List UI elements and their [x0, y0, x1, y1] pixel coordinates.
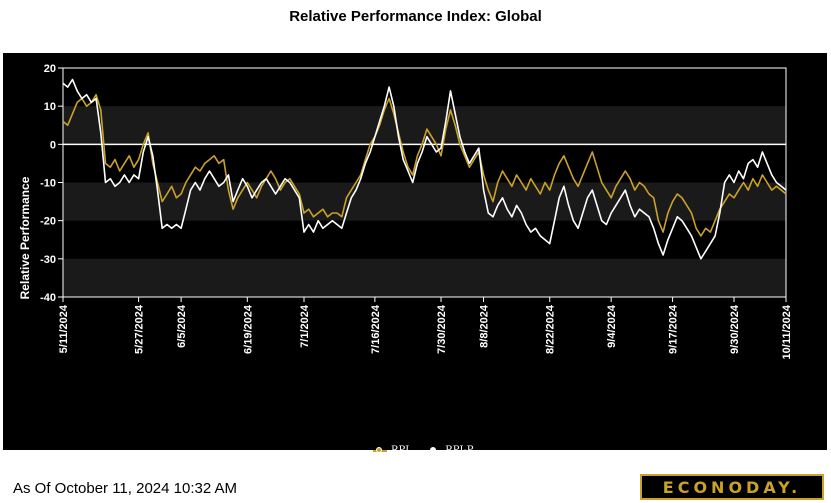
y-tick-label: -30	[40, 254, 56, 266]
y-tick-label: 20	[44, 63, 56, 75]
series-line-rpi-p	[62, 78, 787, 260]
x-tick-label: 6/19/2024	[242, 304, 254, 354]
y-tick-label: -20	[40, 216, 56, 228]
chart-title: Relative Performance Index: Global	[289, 8, 542, 25]
x-tick-label: 8/8/2024	[479, 304, 491, 348]
x-tick-label: 7/30/2024	[436, 304, 448, 354]
legend-item-rpi-p[interactable]: RPI-P	[427, 445, 474, 456]
x-tick-label: 10/11/2024	[781, 304, 793, 359]
series-line-rpi	[62, 93, 787, 237]
x-axis-ticks: 5/11/2024 5/27/2024 6/5/2024 6/19/2024 7/1/2…	[58, 297, 793, 359]
legend-swatch-rpi	[373, 446, 387, 456]
legend-label-rpi-p: RPI-P	[445, 445, 474, 456]
x-tick-label: 7/1/2024	[299, 304, 311, 348]
legend-swatch-rpi-p	[427, 446, 442, 456]
line-chart: 20 10 0 -10 -20 -30 -40 5/11/2024 5/27/2024 6/5/…	[18, 63, 793, 359]
chart-legend: RPI RPI-P	[373, 445, 474, 456]
x-tick-label: 9/17/2024	[668, 304, 680, 354]
x-tick-label: 6/5/2024	[176, 304, 188, 348]
grid-band	[63, 258, 786, 297]
y-axis-label: Relative Performance	[18, 176, 32, 299]
legend-label-rpi: RPI	[391, 445, 410, 456]
chart-panel: 20 10 0 -10 -20 -30 -40 5/11/2024 5/27/2024 6/5/…	[3, 53, 827, 500]
econoday-logo[interactable]: ECONODAY.	[640, 474, 824, 500]
as-of-timestamp: As Of October 11, 2024 10:32 AM	[13, 480, 238, 497]
x-tick-label: 5/27/2024	[134, 304, 146, 354]
x-tick-label: 9/30/2024	[729, 304, 741, 354]
x-tick-label: 9/4/2024	[606, 304, 618, 348]
y-tick-label: -40	[40, 292, 56, 304]
x-tick-label: 7/16/2024	[370, 304, 382, 354]
y-tick-label: 10	[44, 101, 56, 113]
y-tick-label: -10	[40, 178, 56, 190]
legend-item-rpi[interactable]: RPI	[373, 445, 409, 456]
series-lines	[62, 78, 787, 260]
logo-text: ECONODAY.	[662, 477, 802, 497]
y-tick-label: 0	[50, 139, 56, 151]
x-tick-label: 8/22/2024	[545, 304, 557, 354]
y-axis-ticks: 20 10 0 -10 -20 -30 -40	[40, 63, 63, 304]
x-tick-label: 5/11/2024	[58, 304, 70, 353]
